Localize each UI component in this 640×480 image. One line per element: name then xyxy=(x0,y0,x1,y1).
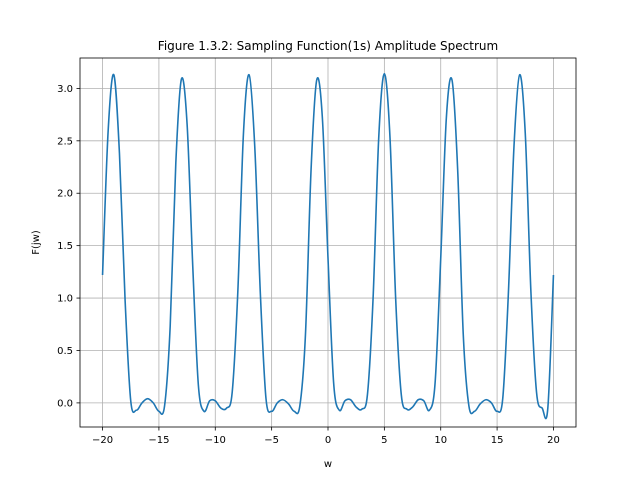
y-tick-label: 3.0 xyxy=(57,84,73,95)
y-tick-label: 0.5 xyxy=(57,346,73,357)
x-tick-label: −5 xyxy=(264,435,279,446)
x-tick-label: 10 xyxy=(434,435,447,446)
x-tick-label: −15 xyxy=(148,435,169,446)
x-tick-label: 15 xyxy=(491,435,504,446)
y-tick-label: 2.5 xyxy=(57,136,73,147)
chart-title: Figure 1.3.2: Sampling Function(1s) Ampl… xyxy=(158,39,498,53)
x-tick-label: 5 xyxy=(381,435,387,446)
x-tick-label: 0 xyxy=(325,435,331,446)
x-tick-label: −20 xyxy=(92,435,113,446)
y-tick-label: 2.0 xyxy=(57,189,73,200)
x-tick-label: −10 xyxy=(205,435,226,446)
x-axis: −20 −15 −10 −5 0 5 10 15 20 xyxy=(92,427,560,446)
series-line xyxy=(101,72,555,420)
x-axis-label: w xyxy=(324,459,332,470)
y-axis: 0.0 0.5 1.0 1.5 2.0 2.5 3.0 xyxy=(57,84,80,409)
y-tick-label: 1.0 xyxy=(57,294,73,305)
y-axis-label: F(jw) xyxy=(31,230,42,255)
y-tick-label: 0.0 xyxy=(57,398,73,409)
plot-lines xyxy=(101,72,555,420)
x-tick-label: 20 xyxy=(547,435,560,446)
y-tick-label: 1.5 xyxy=(57,241,73,252)
